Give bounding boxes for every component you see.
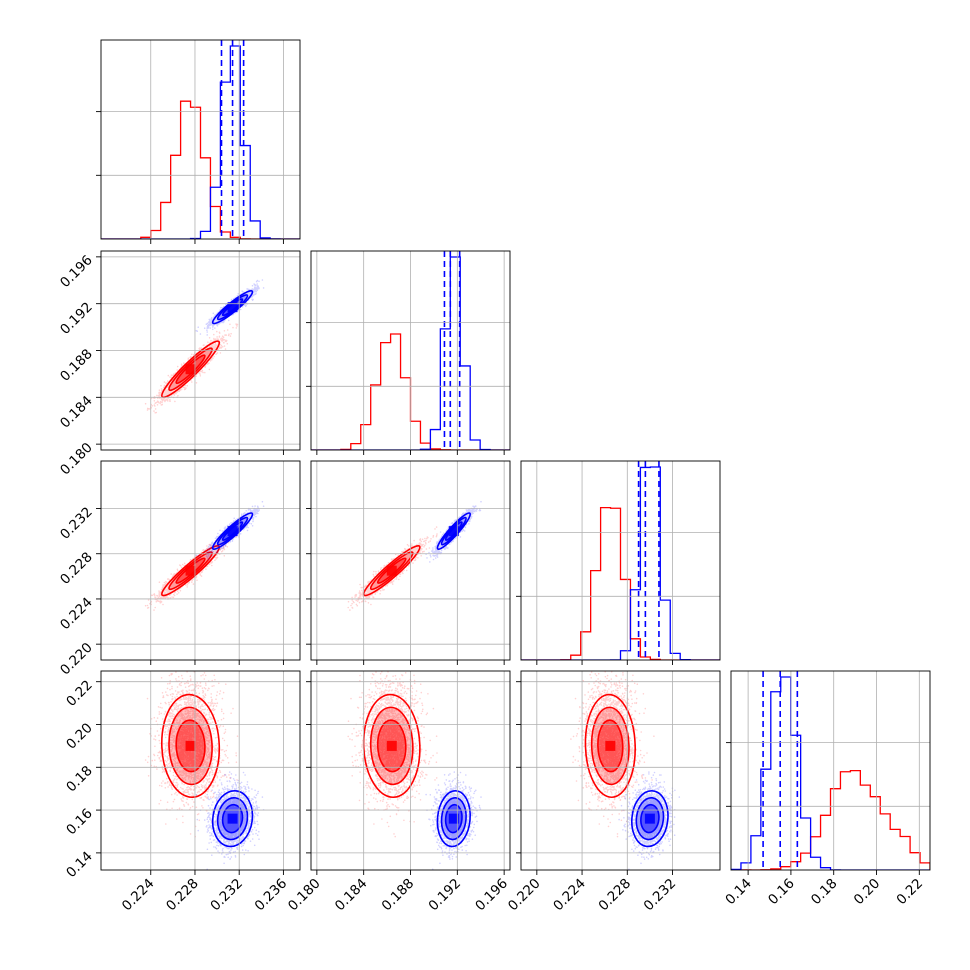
panel-2-2-frame bbox=[520, 460, 721, 661]
x-tick-label-0.14: 0.14 bbox=[722, 876, 755, 909]
contour-level-1 bbox=[631, 790, 669, 848]
y-tick-label-0.224: 0.224 bbox=[57, 594, 96, 633]
y-tick-label-0.14: 0.14 bbox=[63, 848, 96, 881]
x-tick-label-0.22: 0.22 bbox=[894, 876, 927, 909]
histogram-step-1 bbox=[311, 256, 510, 450]
histogram-step-0 bbox=[101, 100, 300, 239]
panel-3-2-content bbox=[570, 671, 681, 870]
y-tick-label-0.20: 0.20 bbox=[63, 720, 96, 753]
y-tick-label-0.188: 0.188 bbox=[57, 346, 96, 385]
x-tick-label-0.188: 0.188 bbox=[379, 876, 418, 915]
density-peak bbox=[227, 302, 238, 313]
y-tick-label-0.184: 0.184 bbox=[57, 393, 96, 432]
density-peak bbox=[227, 526, 238, 537]
panel-2-0-frame bbox=[100, 460, 301, 661]
panel-0-0-frame bbox=[100, 39, 301, 240]
x-tick-label-0.196: 0.196 bbox=[472, 876, 511, 915]
histogram-step-0 bbox=[521, 506, 720, 660]
x-tick-label-0.20: 0.20 bbox=[851, 876, 884, 909]
density-peak bbox=[185, 565, 196, 576]
panel-2-2-content bbox=[521, 461, 720, 660]
panel-3-3-frame bbox=[730, 670, 931, 871]
x-tick-label-0.16: 0.16 bbox=[765, 876, 798, 909]
y-tick-label-0.192: 0.192 bbox=[57, 299, 96, 338]
x-tick-label-0.232: 0.232 bbox=[207, 876, 246, 915]
x-tick-label-0.224: 0.224 bbox=[119, 876, 158, 915]
panel-3-2-frame bbox=[520, 670, 721, 871]
y-tick-label-0.232: 0.232 bbox=[57, 504, 96, 543]
y-tick-label-0.180: 0.180 bbox=[57, 440, 96, 479]
panel-3-0-content bbox=[144, 671, 265, 870]
panel-2-1-content bbox=[347, 500, 482, 611]
density-peak bbox=[185, 364, 196, 375]
histogram-step-1 bbox=[731, 676, 930, 870]
x-tick-label-0.192: 0.192 bbox=[426, 876, 465, 915]
contour-level-1 bbox=[584, 693, 636, 799]
x-tick-label-0.228: 0.228 bbox=[163, 876, 202, 915]
contour-level-1 bbox=[211, 790, 254, 848]
panel-1-1-content bbox=[311, 251, 510, 450]
x-tick-label-0.232: 0.232 bbox=[641, 876, 680, 915]
contour-level-1 bbox=[161, 693, 221, 799]
density-peak bbox=[448, 813, 459, 824]
y-tick-label-0.16: 0.16 bbox=[63, 806, 96, 839]
panel-3-0-frame bbox=[100, 670, 301, 871]
x-tick-label-0.18: 0.18 bbox=[808, 876, 841, 909]
y-tick-label-0.228: 0.228 bbox=[57, 549, 96, 588]
x-tick-label-0.220: 0.220 bbox=[505, 876, 544, 915]
panel-2-0-content bbox=[144, 500, 265, 611]
panel-3-3-content bbox=[731, 671, 930, 870]
panel-1-0-frame bbox=[100, 250, 301, 451]
x-tick-label-0.184: 0.184 bbox=[332, 876, 371, 915]
histogram-step-0 bbox=[311, 333, 510, 450]
histogram-step-1 bbox=[101, 45, 300, 239]
y-tick-label-0.22: 0.22 bbox=[63, 677, 96, 710]
y-tick-label-0.220: 0.220 bbox=[57, 640, 96, 679]
density-peak bbox=[605, 740, 616, 751]
x-tick-label-0.180: 0.180 bbox=[285, 876, 324, 915]
panel-3-1-content bbox=[347, 671, 482, 870]
density-peak bbox=[185, 740, 196, 751]
density-peak bbox=[386, 740, 397, 751]
density-peak bbox=[227, 813, 238, 824]
y-tick-label-0.18: 0.18 bbox=[63, 763, 96, 796]
x-tick-label-0.224: 0.224 bbox=[550, 876, 589, 915]
panel-0-0-content bbox=[101, 40, 300, 239]
density-peak bbox=[386, 565, 397, 576]
panel-1-0-content bbox=[144, 279, 265, 414]
density-peak bbox=[448, 526, 459, 537]
density-peak bbox=[644, 813, 655, 824]
contour-level-1 bbox=[436, 790, 471, 848]
x-tick-label-0.228: 0.228 bbox=[595, 876, 634, 915]
x-tick-label-0.236: 0.236 bbox=[252, 876, 291, 915]
y-tick-label-0.196: 0.196 bbox=[57, 252, 96, 291]
